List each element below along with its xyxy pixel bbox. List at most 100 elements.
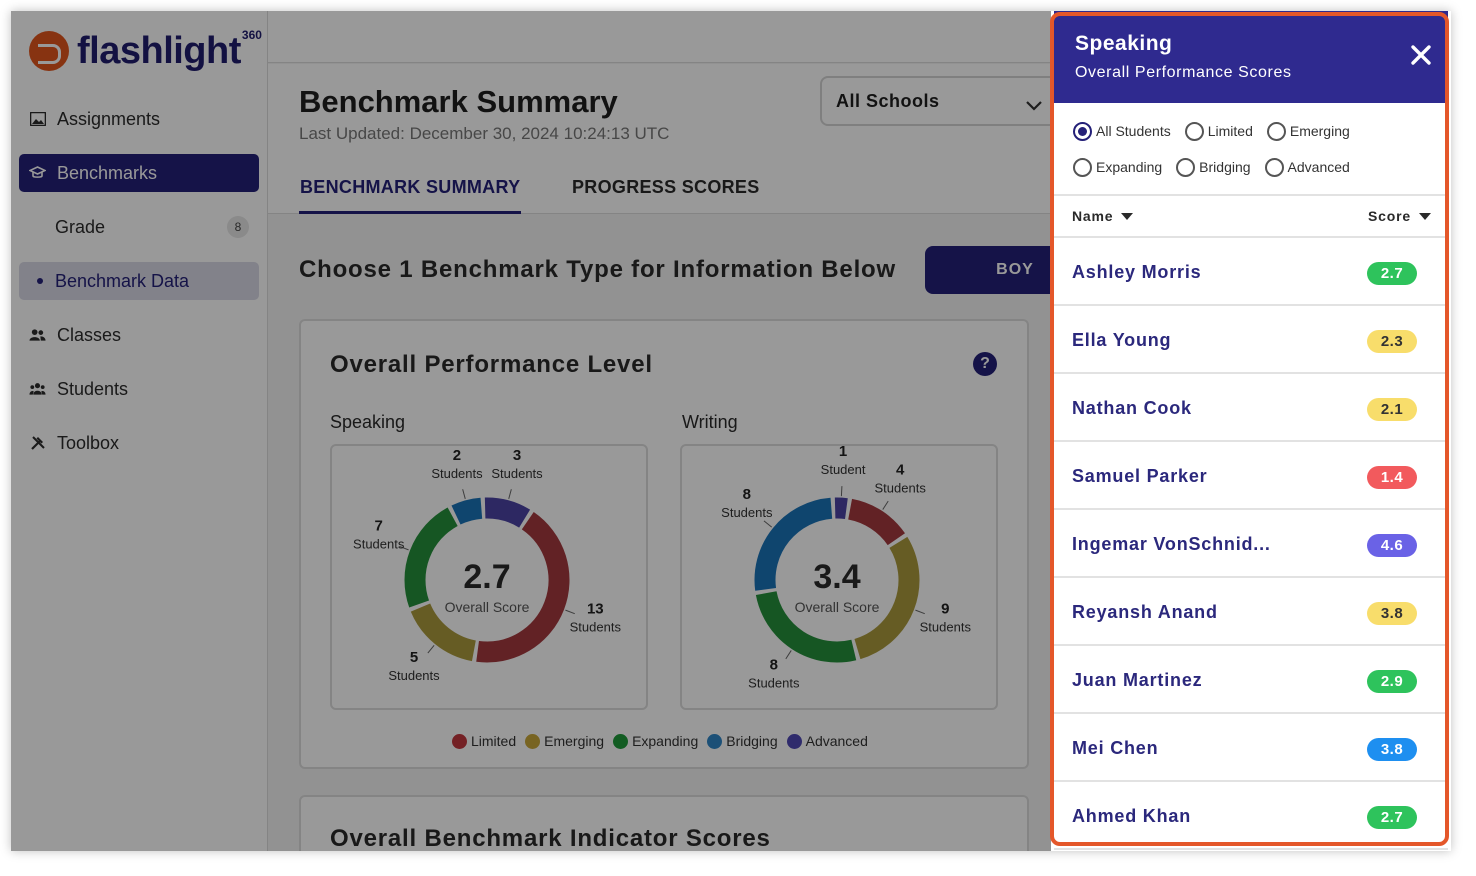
list-item[interactable]: Ahmed Khan 2.7	[1054, 782, 1448, 850]
modal-overlay[interactable]	[11, 11, 1051, 851]
tab-benchmark-summary[interactable]: BENCHMARK SUMMARY	[299, 177, 522, 214]
donut-chart-svg: 3 Students 13 Students 5 Students 7 Students 2 St…	[353, 447, 622, 683]
donut-slice-advanced[interactable]	[834, 497, 848, 520]
slice-count-label: 9	[941, 601, 949, 618]
close-icon[interactable]	[1410, 44, 1432, 66]
donut-slice-emerging[interactable]	[410, 603, 477, 662]
student-name[interactable]: Mei Chen	[1072, 738, 1159, 758]
student-name[interactable]: Ingemar VonSchnid...	[1072, 534, 1271, 554]
student-name[interactable]: Ashley Morris	[1072, 262, 1202, 282]
donut-slice-expanding[interactable]	[404, 507, 459, 608]
graduation-cap-icon	[29, 165, 46, 182]
donut-slice-advanced[interactable]	[484, 497, 531, 528]
sort-by-score[interactable]: Score	[1368, 208, 1431, 224]
student-name[interactable]: Nathan Cook	[1072, 398, 1192, 418]
donut-slice-bridging[interactable]	[451, 497, 483, 525]
chevron-down-icon	[1026, 95, 1042, 116]
page-title: Benchmark Summary	[299, 84, 618, 119]
sidebar-nav: Assignments Benchmarks Grade 8 Benchmark…	[19, 100, 259, 478]
sort-by-name[interactable]: Name	[1072, 208, 1134, 224]
logo-text: flashlight	[77, 29, 241, 72]
list-item[interactable]: Nathan Cook 2.1	[1054, 374, 1448, 442]
slice-count-label: 5	[410, 649, 418, 666]
slice-unit-label: Students	[570, 620, 622, 635]
overall-score-label: Overall Score	[795, 599, 880, 615]
overall-score-value: 2.7	[463, 558, 510, 596]
filter-all-students[interactable]: All Students	[1073, 121, 1171, 141]
slice-count-label: 7	[375, 517, 383, 534]
filter-expanding[interactable]: Expanding	[1073, 157, 1162, 177]
student-list: Ashley Morris 2.7 Ella Young 2.3 Nathan Co…	[1054, 238, 1448, 850]
student-name[interactable]: Samuel Parker	[1072, 466, 1208, 486]
filter-emerging[interactable]: Emerging	[1266, 121, 1350, 141]
overall-score-label: Overall Score	[445, 599, 530, 615]
list-item[interactable]: Samuel Parker 1.4	[1054, 442, 1448, 510]
legend-label: Emerging	[544, 733, 605, 749]
bullet-dot-icon	[37, 278, 43, 284]
logo[interactable]: flashlight 360	[29, 28, 262, 73]
radio-icon	[1184, 121, 1204, 141]
student-name[interactable]: Juan Martinez	[1072, 670, 1203, 690]
grade-count-badge: 8	[227, 216, 249, 238]
tools-icon	[29, 435, 46, 452]
slice-leader-line	[763, 520, 773, 528]
slice-leader-line	[508, 489, 512, 499]
slice-count-label: 2	[453, 447, 461, 464]
list-item[interactable]: Ella Young 2.3	[1054, 306, 1448, 374]
legend-item-limited: Limited	[452, 733, 516, 749]
legend-label: Bridging	[726, 733, 778, 749]
filter-bridging[interactable]: Bridging	[1176, 157, 1251, 177]
list-item[interactable]: Ingemar VonSchnid... 4.6	[1054, 510, 1448, 578]
legend-item-bridging: Bridging	[707, 733, 778, 749]
student-name[interactable]: Ahmed Khan	[1072, 806, 1192, 826]
student-name[interactable]: Reyansh Anand	[1072, 602, 1218, 622]
slice-count-label: 8	[770, 656, 778, 673]
tab-progress-scores[interactable]: PROGRESS SCORES	[572, 177, 760, 197]
sidebar-item-students[interactable]: Students	[19, 370, 259, 408]
speaking-chart: 3 Students 13 Students 5 Students 7 Students 2 St…	[330, 444, 648, 710]
legend-swatch	[525, 733, 541, 749]
sidebar-item-label: Grade	[55, 216, 106, 237]
sidebar-item-toolbox[interactable]: Toolbox	[19, 424, 259, 462]
sidebar-item-classes[interactable]: Classes	[19, 316, 259, 354]
list-item[interactable]: Reyansh Anand 3.8	[1054, 578, 1448, 646]
slice-count-label: 13	[587, 601, 604, 618]
list-item[interactable]: Mei Chen 3.8	[1054, 714, 1448, 782]
panel-title: Speaking	[1075, 32, 1173, 55]
donut-slice-emerging[interactable]	[854, 536, 920, 660]
score-badge: 4.6	[1367, 534, 1417, 557]
sidebar-item-assignments[interactable]: Assignments	[19, 100, 259, 138]
filter-label: Advanced	[1287, 159, 1350, 175]
help-icon[interactable]: ?	[973, 352, 997, 376]
donut-slice-limited[interactable]	[476, 512, 570, 663]
radio-icon	[1073, 157, 1092, 177]
slice-unit-label: Students	[748, 675, 800, 690]
donut-slice-bridging[interactable]	[754, 497, 833, 591]
filter-limited[interactable]: Limited	[1184, 121, 1253, 141]
legend-item-advanced: Advanced	[786, 733, 868, 749]
sidebar-item-grade[interactable]: Grade 8	[19, 208, 259, 246]
sidebar-item-label: Students	[57, 378, 129, 399]
sidebar-item-label: Toolbox	[57, 432, 120, 453]
sidebar-item-label: Benchmarks	[57, 162, 158, 183]
sidebar-item-benchmark-data[interactable]: Benchmark Data	[19, 262, 259, 300]
slice-unit-label: Students	[388, 668, 440, 683]
donut-slice-limited[interactable]	[847, 498, 905, 546]
slice-count-label: 1	[839, 446, 847, 460]
student-name[interactable]: Ella Young	[1072, 330, 1172, 350]
column-label: Name	[1072, 208, 1114, 224]
filter-label: Limited	[1207, 123, 1253, 139]
sidebar-item-benchmarks[interactable]: Benchmarks	[19, 154, 259, 192]
writing-chart: 1 Student 4 Students 9 Students 8 Students 8 Stud…	[680, 444, 998, 710]
list-item[interactable]: Ashley Morris 2.7	[1054, 238, 1448, 306]
legend-item-expanding: Expanding	[613, 733, 698, 749]
score-badge: 1.4	[1367, 466, 1417, 489]
card-title: Overall Performance Level	[330, 351, 653, 378]
sidebar-item-label: Assignments	[57, 108, 161, 129]
list-item[interactable]: Juan Martinez 2.9	[1054, 646, 1448, 714]
score-badge: 3.8	[1367, 602, 1417, 625]
filter-advanced[interactable]: Advanced	[1264, 157, 1350, 177]
slice-unit-label: Students	[920, 620, 972, 635]
filter-label: Emerging	[1289, 123, 1350, 139]
donut-slice-expanding[interactable]	[755, 590, 857, 663]
